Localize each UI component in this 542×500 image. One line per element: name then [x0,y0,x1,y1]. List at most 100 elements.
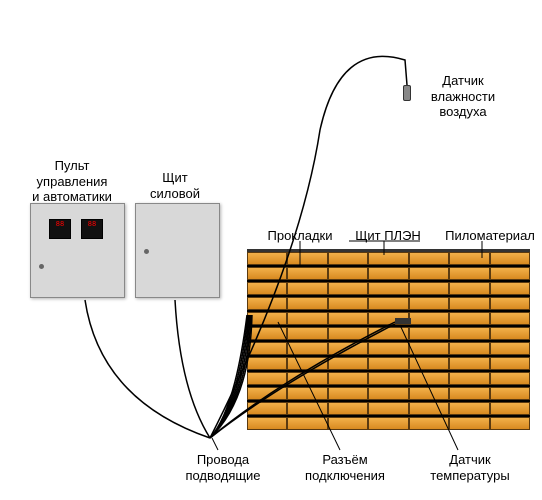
lumber-row [247,357,530,370]
wire-path [210,315,249,438]
lumber-plank [247,357,287,370]
lumber-row [247,417,530,430]
label-plen-shield: Щит ПЛЭН [348,228,428,244]
label-connector: Разъём подключения [300,452,390,483]
lumber-plank [247,372,287,385]
lumber-plank [247,267,287,280]
lumber-plank [409,282,449,295]
control-display-1: 88 [49,219,71,239]
lumber-plank [449,282,489,295]
lumber-plank [287,402,327,415]
lumber-plank [368,372,408,385]
display-digits: 88 [82,220,102,229]
lumber-plank [490,417,530,430]
lumber-plank [449,342,489,355]
lumber-row [247,252,530,265]
lumber-plank [287,252,327,265]
label-humidity-sensor: Датчик влажности воздуха [418,73,508,120]
lumber-plank [368,312,408,325]
lumber-plank [328,417,368,430]
lumber-plank [368,402,408,415]
lumber-plank [409,417,449,430]
lumber-plank [409,327,449,340]
lumber-plank [490,342,530,355]
lumber-row [247,312,530,325]
lumber-plank [449,402,489,415]
power-panel-box [135,203,220,298]
control-panel-box: 88 88 [30,203,125,298]
wire-path [210,315,248,438]
lumber-plank [490,267,530,280]
lumber-plank [368,252,408,265]
lumber-plank [490,402,530,415]
lumber-plank [247,312,287,325]
lumber-plank [247,252,287,265]
lumber-plank [287,387,327,400]
wire-path [210,315,250,438]
lumber-plank [287,297,327,310]
lumber-row [247,342,530,355]
lumber-plank [368,282,408,295]
lumber-plank [328,342,368,355]
lumber-plank [368,267,408,280]
callout-line [212,438,218,450]
lumber-plank [490,252,530,265]
lumber-plank [328,252,368,265]
lumber-plank [287,282,327,295]
lumber-plank [247,327,287,340]
control-display-2: 88 [81,219,103,239]
lumber-plank [409,372,449,385]
panel-handle [39,264,44,269]
lumber-row [247,282,530,295]
lumber-plank [368,342,408,355]
wire-path [210,315,252,438]
lumber-plank [328,267,368,280]
lumber-row [247,372,530,385]
lumber-row [247,387,530,400]
label-lumber: Пиломатериал [440,228,540,244]
lumber-plank [328,297,368,310]
label-power-panel: Щит силовой [135,170,215,201]
lumber-plank [287,357,327,370]
lumber-plank [247,297,287,310]
lumber-plank [247,417,287,430]
lumber-plank [449,267,489,280]
lumber-plank [490,297,530,310]
lumber-plank [449,252,489,265]
lumber-row [247,267,530,280]
lumber-plank [247,387,287,400]
lumber-plank [287,342,327,355]
lumber-plank [247,282,287,295]
lumber-plank [409,387,449,400]
label-control-panel: Пульт управления и автоматики [22,158,122,205]
lumber-plank [449,357,489,370]
humidity-sensor-icon [403,85,411,101]
wire-path [210,315,251,438]
lumber-plank [449,372,489,385]
lumber-plank [490,312,530,325]
wire-path [210,315,247,438]
lumber-plank [409,402,449,415]
lumber-plank [449,327,489,340]
lumber-row [247,297,530,310]
plen-shield-bar [247,249,530,252]
lumber-plank [490,357,530,370]
lumber-plank [409,312,449,325]
label-wires: Провода подводящие [178,452,268,483]
lumber-plank [287,417,327,430]
lumber-plank [490,327,530,340]
lumber-plank [368,387,408,400]
lumber-plank [449,417,489,430]
lumber-plank [328,282,368,295]
lumber-stack [247,252,530,430]
lumber-plank [449,387,489,400]
lumber-plank [287,312,327,325]
lumber-plank [287,267,327,280]
label-spacers: Прокладки [260,228,340,244]
lumber-plank [409,252,449,265]
lumber-plank [409,357,449,370]
lumber-plank [287,372,327,385]
lumber-plank [328,327,368,340]
lumber-plank [409,297,449,310]
lumber-plank [328,357,368,370]
